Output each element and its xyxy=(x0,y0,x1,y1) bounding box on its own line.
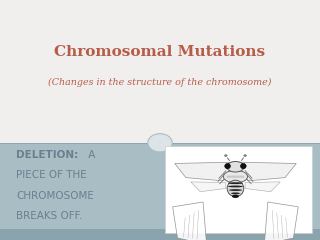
Polygon shape xyxy=(245,182,280,192)
Ellipse shape xyxy=(227,162,244,172)
Ellipse shape xyxy=(228,186,243,187)
Text: CHROMOSOME: CHROMOSOME xyxy=(16,191,94,201)
Polygon shape xyxy=(173,202,206,240)
Polygon shape xyxy=(265,202,298,240)
Ellipse shape xyxy=(231,192,240,194)
Ellipse shape xyxy=(223,170,247,183)
Text: A: A xyxy=(85,150,95,160)
Ellipse shape xyxy=(228,182,243,184)
Text: BREAKS OFF.: BREAKS OFF. xyxy=(16,211,82,221)
FancyBboxPatch shape xyxy=(0,0,320,143)
Ellipse shape xyxy=(241,163,246,169)
FancyBboxPatch shape xyxy=(0,229,320,240)
Circle shape xyxy=(148,134,172,152)
Ellipse shape xyxy=(225,163,230,169)
Polygon shape xyxy=(236,162,296,181)
Ellipse shape xyxy=(229,189,242,191)
Text: Chromosomal Mutations: Chromosomal Mutations xyxy=(54,45,266,59)
Polygon shape xyxy=(175,162,236,181)
Text: PIECE OF THE: PIECE OF THE xyxy=(16,170,87,180)
Polygon shape xyxy=(191,182,226,192)
Text: (Changes in the structure of the chromosome): (Changes in the structure of the chromos… xyxy=(48,78,272,87)
FancyBboxPatch shape xyxy=(0,143,320,240)
Ellipse shape xyxy=(227,180,244,197)
Text: DELETION:: DELETION: xyxy=(16,150,78,160)
Circle shape xyxy=(225,155,227,156)
Ellipse shape xyxy=(232,195,239,198)
Circle shape xyxy=(244,155,246,156)
FancyBboxPatch shape xyxy=(165,146,312,233)
